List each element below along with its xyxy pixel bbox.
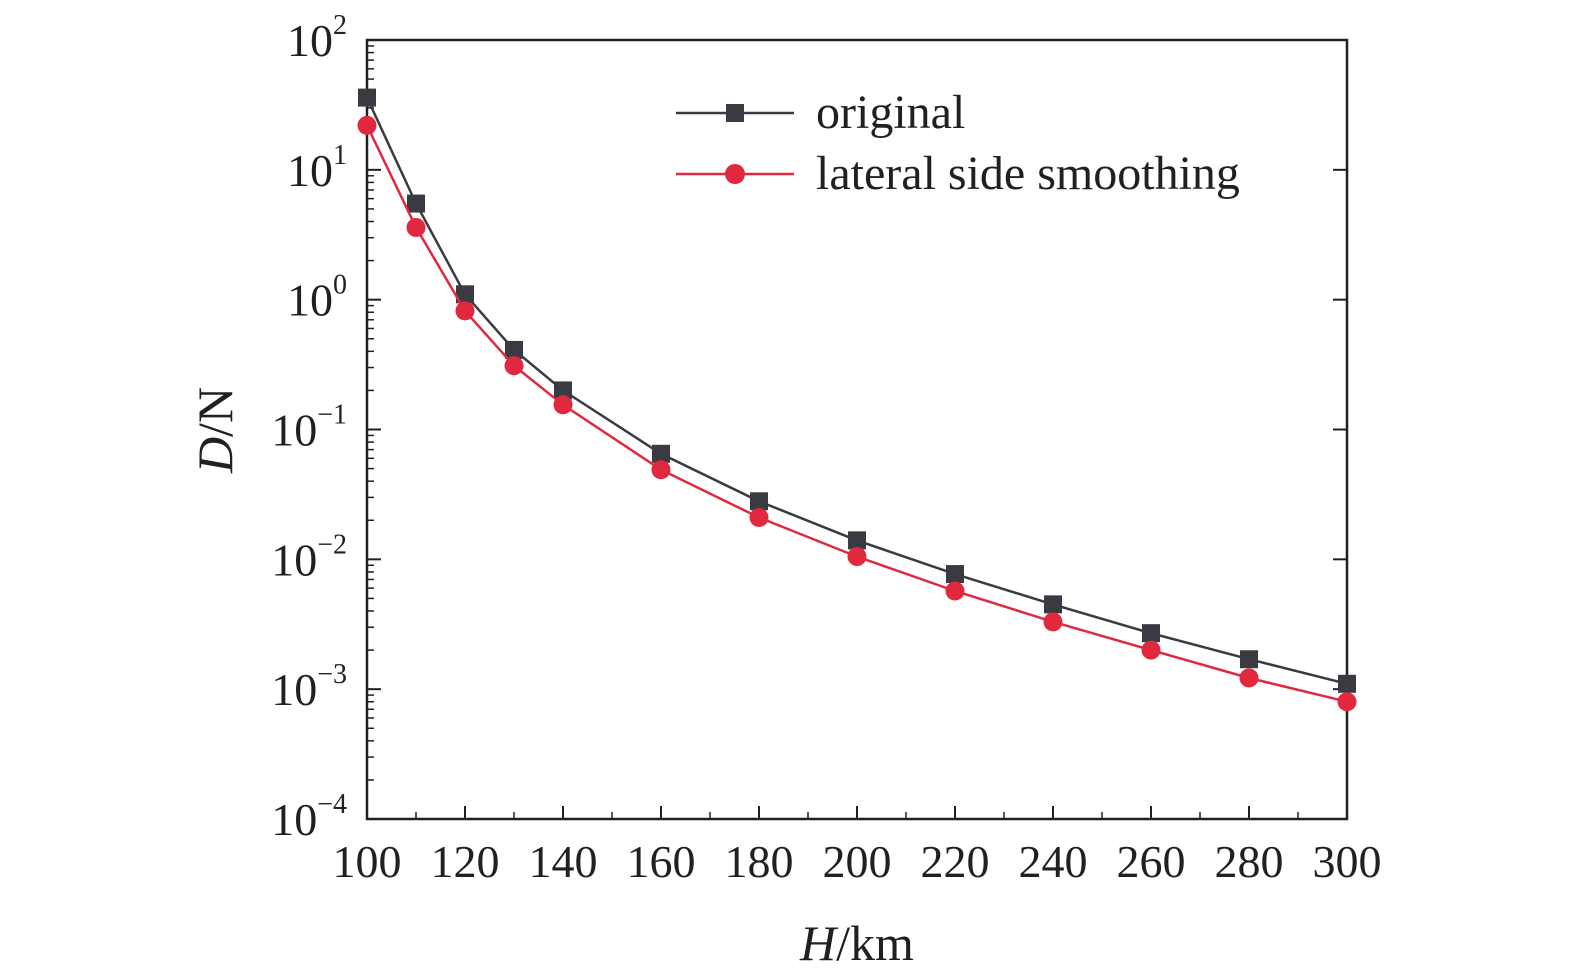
data-point-original (358, 88, 376, 107)
data-point-original (554, 381, 572, 400)
y-axis-unit: /N (187, 387, 243, 437)
data-point-original (750, 492, 768, 511)
y-tick-label: 10−2 (271, 529, 347, 585)
legend-marker-lateral-side-smoothing (725, 164, 745, 184)
y-axis-variable: D (187, 437, 243, 474)
y-tick-label: 101 (287, 140, 347, 196)
data-point-lateral-side-smoothing (357, 115, 377, 135)
x-tick-label: 240 (1019, 836, 1088, 887)
data-point-original (1142, 624, 1160, 643)
legend-item-original: original (676, 86, 965, 139)
data-point-original (652, 444, 670, 463)
y-axis-title: D/N (187, 387, 243, 474)
series-line-lateral-side-smoothing (365, 124, 1348, 703)
y-tick-label: 10−3 (271, 659, 347, 715)
x-tick-label: 280 (1215, 836, 1284, 887)
y-tick-label: 10−1 (271, 400, 347, 456)
data-point-original (407, 194, 425, 213)
legend: original lateral side smoothing (676, 86, 1240, 200)
x-axis-variable: H (799, 915, 839, 971)
y-tick-label: 10−4 (271, 789, 347, 845)
data-point-lateral-side-smoothing (1043, 612, 1063, 632)
x-tick-label: 100 (333, 836, 402, 887)
y-axis-ticks: 102 101 100 10−1 10−2 10−3 10−4 (271, 10, 1347, 845)
data-point-lateral-side-smoothing (749, 507, 769, 527)
data-point-lateral-side-smoothing (651, 460, 671, 480)
data-point-original (456, 285, 474, 304)
legend-label-original: original (816, 86, 965, 139)
x-tick-label: 180 (725, 836, 794, 887)
x-tick-label: 120 (431, 836, 500, 887)
data-point-lateral-side-smoothing (847, 547, 867, 567)
data-point-original (1240, 650, 1258, 669)
series-layer (357, 88, 1357, 712)
legend-label-lateral-side-smoothing: lateral side smoothing (816, 147, 1240, 200)
data-point-lateral-side-smoothing (945, 581, 965, 601)
data-point-original (848, 531, 866, 550)
y-tick-label: 100 (287, 270, 347, 326)
legend-item-lateral-side-smoothing: lateral side smoothing (676, 147, 1240, 200)
x-tick-label: 160 (627, 836, 696, 887)
x-axis-unit: /km (836, 915, 914, 971)
data-point-original (1044, 595, 1062, 614)
data-point-lateral-side-smoothing (455, 301, 475, 321)
data-point-lateral-side-smoothing (1239, 668, 1259, 688)
x-tick-label: 260 (1117, 836, 1186, 887)
y-tick-label: 102 (287, 10, 347, 66)
legend-marker-original (726, 104, 744, 122)
data-point-lateral-side-smoothing (1337, 692, 1357, 712)
data-point-lateral-side-smoothing (406, 217, 426, 237)
x-tick-label: 220 (921, 836, 990, 887)
data-point-original (505, 340, 523, 359)
data-point-lateral-side-smoothing (504, 356, 524, 376)
data-point-lateral-side-smoothing (1141, 640, 1161, 660)
x-tick-label: 300 (1313, 836, 1382, 887)
x-axis-ticks: 100 120 140 160 180 200 220 240 260 280 300 (333, 806, 1382, 887)
data-point-lateral-side-smoothing (553, 395, 573, 415)
x-tick-label: 200 (823, 836, 892, 887)
x-axis-title: H/km (799, 915, 914, 971)
data-point-original (946, 565, 964, 584)
data-point-original (1338, 674, 1356, 693)
x-tick-label: 140 (529, 836, 598, 887)
